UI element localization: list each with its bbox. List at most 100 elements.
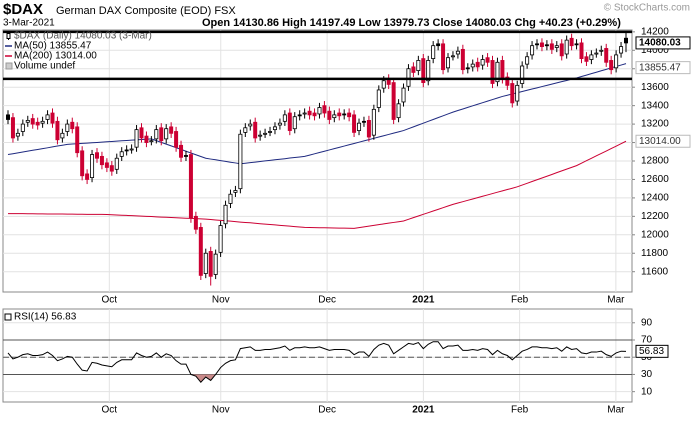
candle-body [312, 112, 317, 117]
candle-body [248, 123, 253, 127]
candle-body [401, 87, 406, 103]
x-tick-label: Feb [511, 295, 529, 306]
candle-body [25, 120, 30, 123]
candle-body [80, 150, 85, 177]
candle-body [233, 190, 238, 193]
candle-body [134, 129, 139, 148]
candle-body [421, 58, 426, 83]
candle-body [114, 157, 119, 170]
candle-body [549, 43, 554, 50]
candle-body [446, 57, 451, 69]
legend-label: $DAX (Daily) 14080.03 (3-Mar) [14, 31, 152, 42]
candle-body [411, 66, 416, 73]
y-tick-label: 11800 [641, 248, 669, 259]
candle-body [525, 56, 530, 65]
y-tick-label: 11600 [641, 266, 669, 277]
candle-body [218, 225, 223, 253]
candle-body [179, 144, 184, 158]
candle-body [35, 121, 40, 126]
x-tick-label: Oct [102, 295, 118, 306]
legend-swatch [5, 62, 13, 70]
candle-body [535, 43, 540, 46]
candle-body [104, 162, 109, 168]
y-tick-label: 12000 [641, 229, 669, 240]
y-tick-label: 12800 [641, 156, 669, 167]
candle-body [317, 107, 322, 115]
candle-body [495, 61, 500, 83]
candle-body [183, 155, 188, 157]
y-tick-label: 70 [641, 335, 653, 346]
candle-body [530, 45, 535, 56]
x-tick-label: Mar [607, 295, 625, 306]
y-tick-label: 13600 [641, 82, 669, 93]
candle-body [406, 68, 411, 87]
candle-body [208, 251, 213, 277]
candle-body [594, 52, 599, 55]
y-tick-label: 12600 [641, 174, 669, 185]
candle-body [554, 45, 559, 48]
price-tag-box [635, 36, 691, 50]
candle-body [604, 48, 609, 63]
moving-average-line [7, 63, 627, 165]
candle-body [614, 54, 619, 69]
candle-body [297, 114, 302, 117]
candle-body [65, 123, 70, 132]
candle-body [520, 65, 525, 84]
y-tick-label: 12400 [641, 193, 669, 204]
candle-body [144, 135, 149, 143]
candle-body [500, 60, 505, 80]
candle-body [109, 165, 114, 172]
candle-body [416, 60, 421, 71]
candle-body [574, 43, 579, 46]
price-tag: 13855.47 [639, 62, 681, 73]
candle-body [263, 132, 268, 135]
candle-body [366, 120, 371, 138]
candle-body [154, 129, 159, 140]
candle-body [292, 116, 297, 130]
candle-body [198, 227, 203, 276]
candle-body [347, 112, 352, 118]
candle-body [193, 215, 198, 230]
legend-label: Volume undef [14, 61, 75, 72]
candle-body [579, 42, 584, 59]
candle-body [45, 114, 50, 120]
candle-body [352, 114, 357, 133]
candle-body [6, 114, 11, 120]
candle-body [396, 103, 401, 119]
chart-subtitle: German DAX Composite (EOD) FSX [56, 5, 236, 17]
candle-body [465, 67, 470, 70]
candle-body [243, 127, 248, 133]
candle-body [480, 59, 485, 66]
candle-body [124, 149, 129, 152]
candle-body [371, 108, 376, 136]
candle-body [268, 131, 273, 133]
candle-body [624, 37, 629, 44]
candle-body [342, 113, 347, 116]
candle-body [381, 80, 386, 89]
candle-body [436, 43, 441, 47]
candle-body [50, 112, 55, 124]
candle-body [238, 133, 243, 190]
candle-body [475, 61, 480, 68]
candle-body [391, 82, 396, 120]
x-tick-label: 2021 [412, 295, 435, 306]
candle-body [159, 127, 164, 142]
candle-body [188, 154, 193, 219]
candle-body [307, 110, 312, 116]
y-tick-label: 14000 [641, 45, 669, 56]
candle-body [559, 43, 564, 57]
candle-body [327, 110, 332, 120]
rsi-title: RSI(14) 56.83 [14, 312, 77, 323]
candle-body [272, 126, 277, 131]
candle-body [460, 48, 465, 71]
price-tag: 14080.03 [639, 38, 681, 49]
candle-body [589, 54, 594, 60]
x-tick-label: Dec [318, 295, 336, 306]
y-tick-label: 90 [641, 317, 653, 328]
candle-body [485, 57, 490, 63]
oversold-fill [190, 374, 216, 383]
candle-body [70, 121, 75, 130]
candle-body [332, 114, 337, 119]
candle-body [302, 112, 307, 115]
credit: © StockCharts.com [604, 3, 690, 14]
